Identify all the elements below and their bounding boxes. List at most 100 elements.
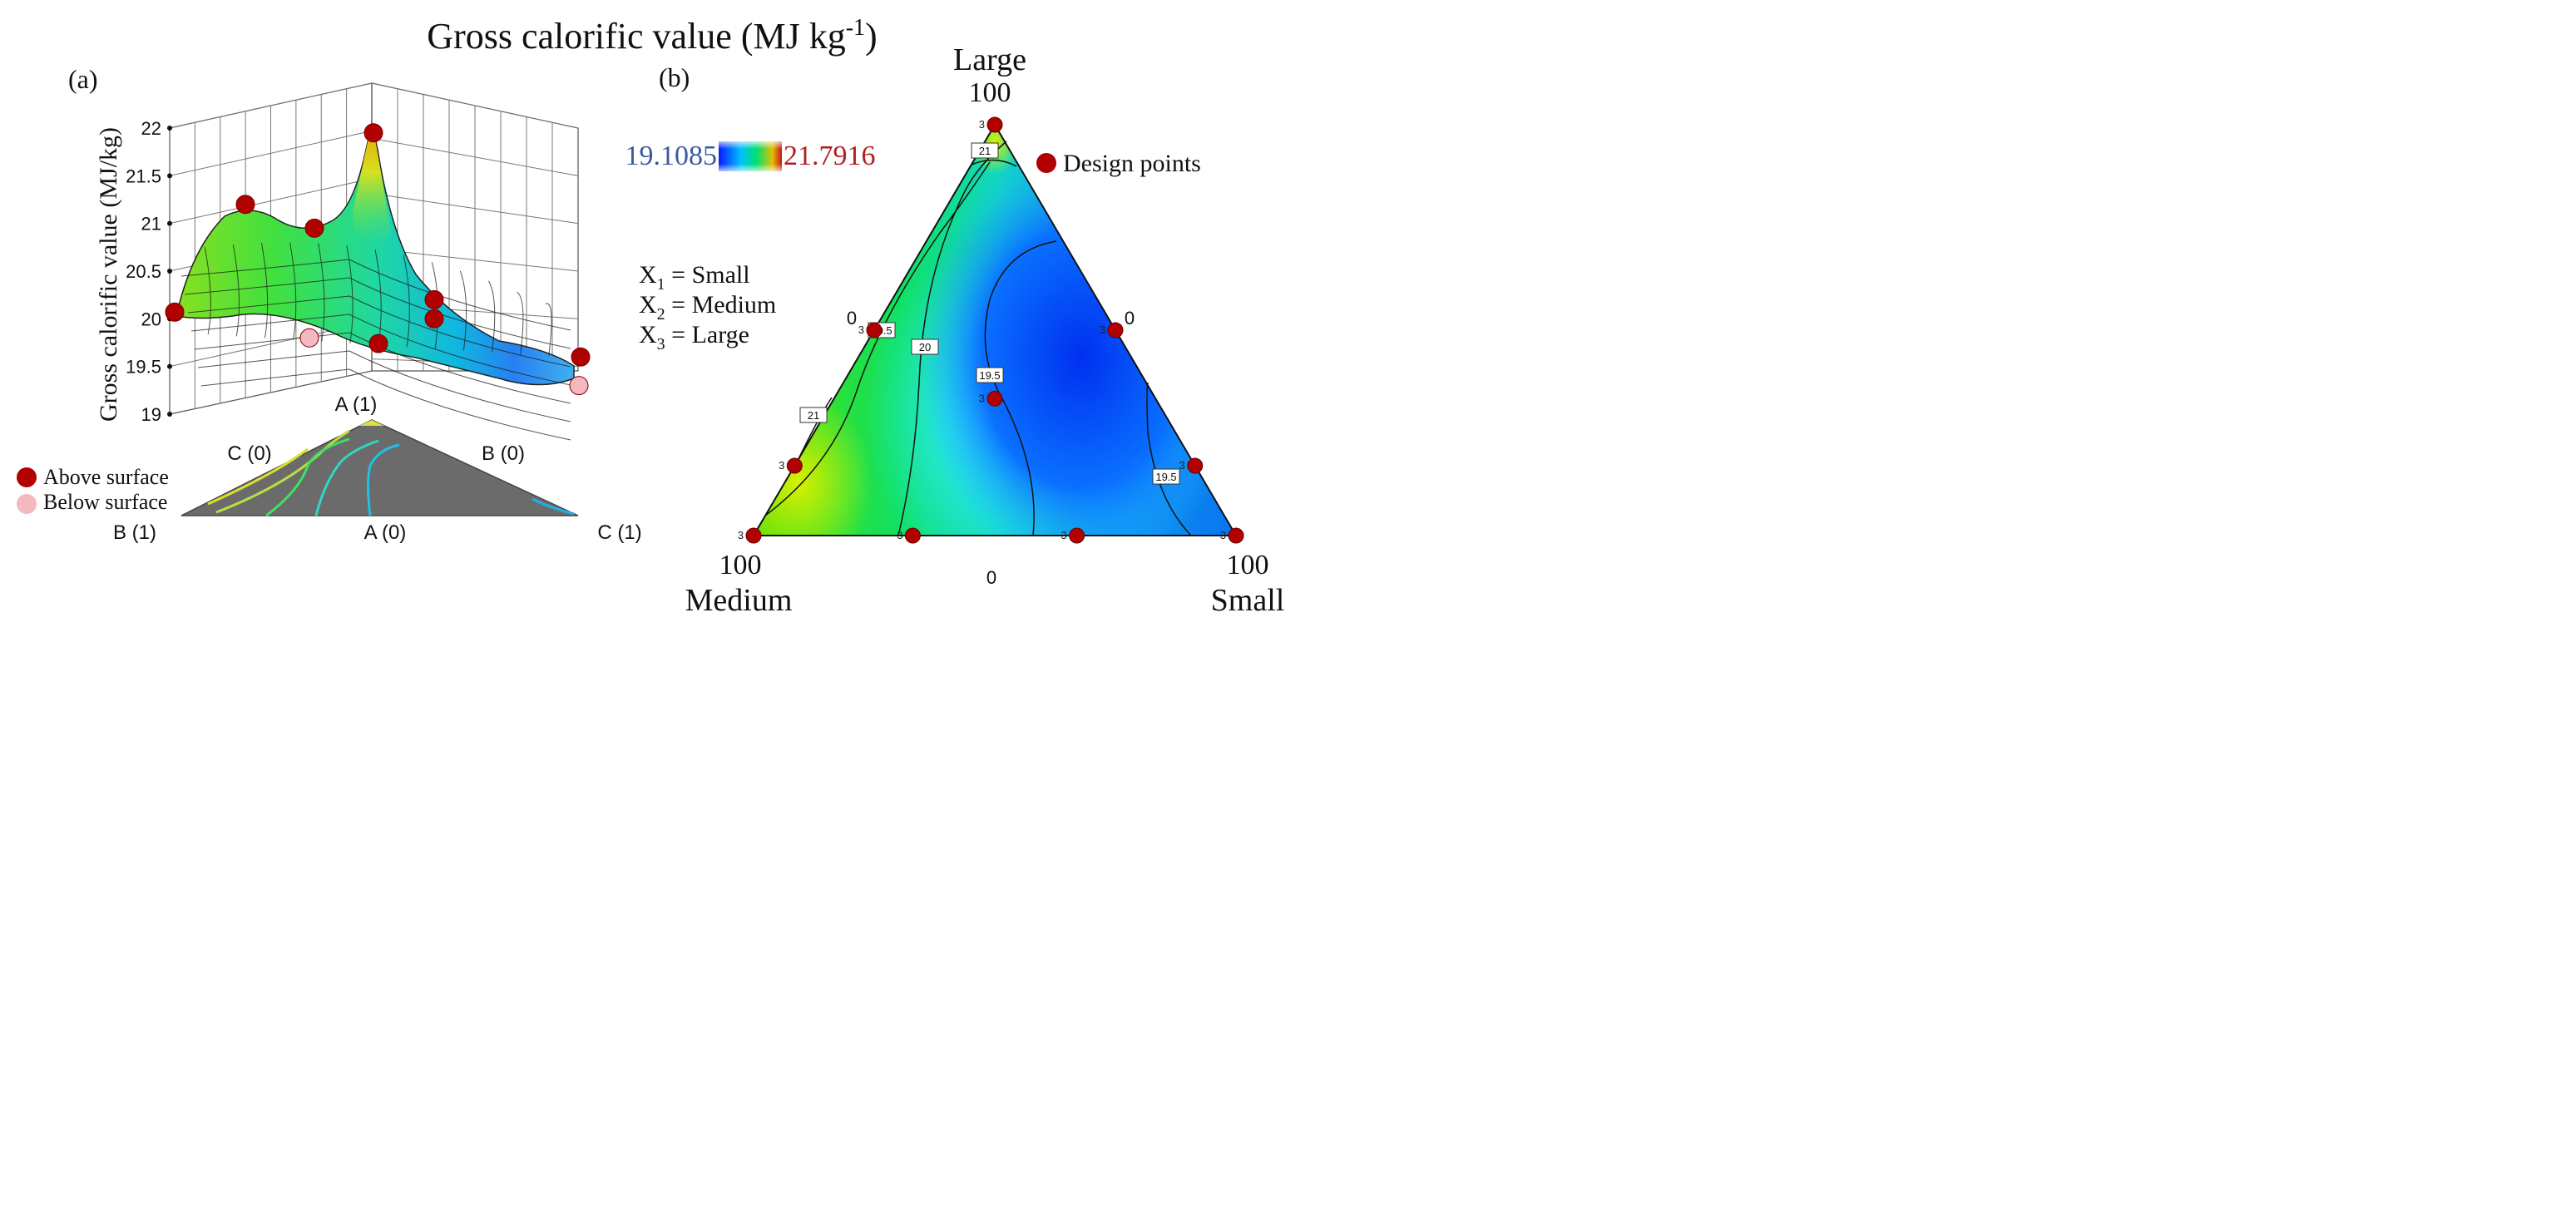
above-surface-point <box>363 123 383 143</box>
variable-x2: X2 = Medium <box>639 291 776 324</box>
above-surface-point <box>571 347 591 367</box>
floor-contour-3 <box>265 437 350 517</box>
floor-label-right: C (1) <box>597 521 641 544</box>
mesh-line <box>187 295 571 368</box>
z-tick-mark <box>167 220 172 226</box>
surface-body <box>176 122 575 386</box>
figure-title: Gross calorific value (MJ kg-1) <box>427 15 877 57</box>
z-tick-label: 20.5 <box>126 261 161 282</box>
z-axis: 19 19.5 20 20.5 21 21.5 22 <box>126 118 172 425</box>
mesh-line <box>194 332 571 404</box>
floor-contour-4 <box>314 439 379 516</box>
mesh-line <box>403 254 410 348</box>
design-point <box>866 322 883 338</box>
ternary-top-label: Large <box>953 42 1026 77</box>
mesh-line <box>184 277 571 349</box>
design-point <box>1187 457 1204 474</box>
design-point <box>1107 322 1124 338</box>
design-point <box>1228 527 1244 544</box>
replicate-mark: 3 <box>979 118 985 131</box>
contour-label-box <box>1152 468 1180 485</box>
title-close: ) <box>865 16 878 57</box>
mesh-line <box>180 259 571 331</box>
above-surface-point <box>304 218 324 238</box>
z-tick-label: 21 <box>141 214 161 235</box>
z-tick-label: 19.5 <box>126 357 161 378</box>
z-tick-label: 19 <box>141 404 161 425</box>
floor-triangle <box>180 419 579 516</box>
mesh-line <box>488 280 496 353</box>
legend-below-label: Below surface <box>43 490 167 514</box>
mesh-line <box>232 244 240 337</box>
replicate-mark: 3 <box>979 392 985 404</box>
replicate-mark: 3 <box>858 324 864 336</box>
contour-19-5-right <box>1146 382 1192 536</box>
ternary-points: 3 3 3 3 3 3 3 3 3 3 <box>738 116 1244 544</box>
mesh-line <box>260 243 269 338</box>
design-point <box>986 116 1003 133</box>
zero-label-bottom: 0 <box>986 567 996 588</box>
colorbar-max-label: 21.7916 <box>784 141 876 171</box>
z-tick-label: 22 <box>141 118 161 139</box>
z-tick-mark <box>167 363 172 369</box>
z-tick-label: 20 <box>141 309 161 329</box>
contour-label-box <box>976 367 1004 383</box>
floor-contour-1 <box>207 447 309 506</box>
contour-20 <box>897 141 1007 536</box>
legend-above-marker <box>17 467 37 487</box>
replicate-mark: 3 <box>738 529 744 541</box>
ternary-left-value: 100 <box>719 550 762 580</box>
colorbar-fade <box>719 141 782 171</box>
title-superscript: -1 <box>846 15 865 41</box>
z-tick-label: 21.5 <box>126 165 161 186</box>
design-point <box>904 527 921 544</box>
ternary-blue-zone <box>915 141 1236 536</box>
contour-21-top <box>971 159 1017 167</box>
replicate-mark: 3 <box>779 459 784 472</box>
contour-label-box <box>971 142 999 159</box>
surface-mesh <box>180 242 571 441</box>
colorbar: 19.1085 21.7916 <box>625 141 876 171</box>
design-point <box>1069 527 1085 544</box>
floor-label-left: B (1) <box>113 521 156 544</box>
variable-x3: X3 = Large <box>639 321 749 353</box>
legend-below-marker <box>17 494 37 514</box>
ternary-yellow-zone <box>754 391 873 536</box>
legend-a: Above surface Below surface <box>17 465 169 514</box>
above-surface-point <box>424 289 444 309</box>
contour-label: 19.5 <box>1155 471 1176 483</box>
z-tick-mark <box>167 412 172 417</box>
mesh-line <box>545 303 552 356</box>
below-surface-point <box>569 376 589 396</box>
mesh-line <box>318 243 325 342</box>
floor-peak <box>359 420 384 426</box>
surface-points <box>165 123 591 396</box>
colorbar-min-label: 19.1085 <box>625 141 718 171</box>
mesh-line <box>197 350 571 422</box>
title-main: Gross calorific value (MJ kg <box>427 16 845 57</box>
ternary-top-value: 100 <box>969 77 1011 108</box>
replicate-mark: 3 <box>1220 529 1226 541</box>
contour-label-box <box>799 407 828 423</box>
replicate-mark: 3 <box>1061 529 1066 541</box>
above-surface-point <box>424 309 444 328</box>
mesh-line <box>204 246 211 335</box>
panel-b-label: (b) <box>659 62 690 92</box>
contour-label: 21 <box>808 409 819 422</box>
z-tick-mark <box>167 173 172 179</box>
variable-x1: X1 = Small <box>639 261 750 294</box>
zero-label-right: 0 <box>1125 308 1135 328</box>
mesh-line <box>517 291 524 354</box>
above-surface-point <box>165 302 185 322</box>
mesh-line <box>200 368 571 441</box>
replicate-mark: 3 <box>1100 324 1105 336</box>
zero-label-left: 0 <box>847 308 857 328</box>
z-axis-label: Gross calorific value (MJ/kg) <box>95 127 122 422</box>
variables-legend: X1 = Small X2 = Medium X3 = Large <box>639 261 776 353</box>
design-points-legend-marker <box>1036 153 1056 173</box>
surface-peak <box>353 123 391 245</box>
contour-label: 20 <box>919 341 931 353</box>
panel-a-label: (a) <box>68 64 98 94</box>
